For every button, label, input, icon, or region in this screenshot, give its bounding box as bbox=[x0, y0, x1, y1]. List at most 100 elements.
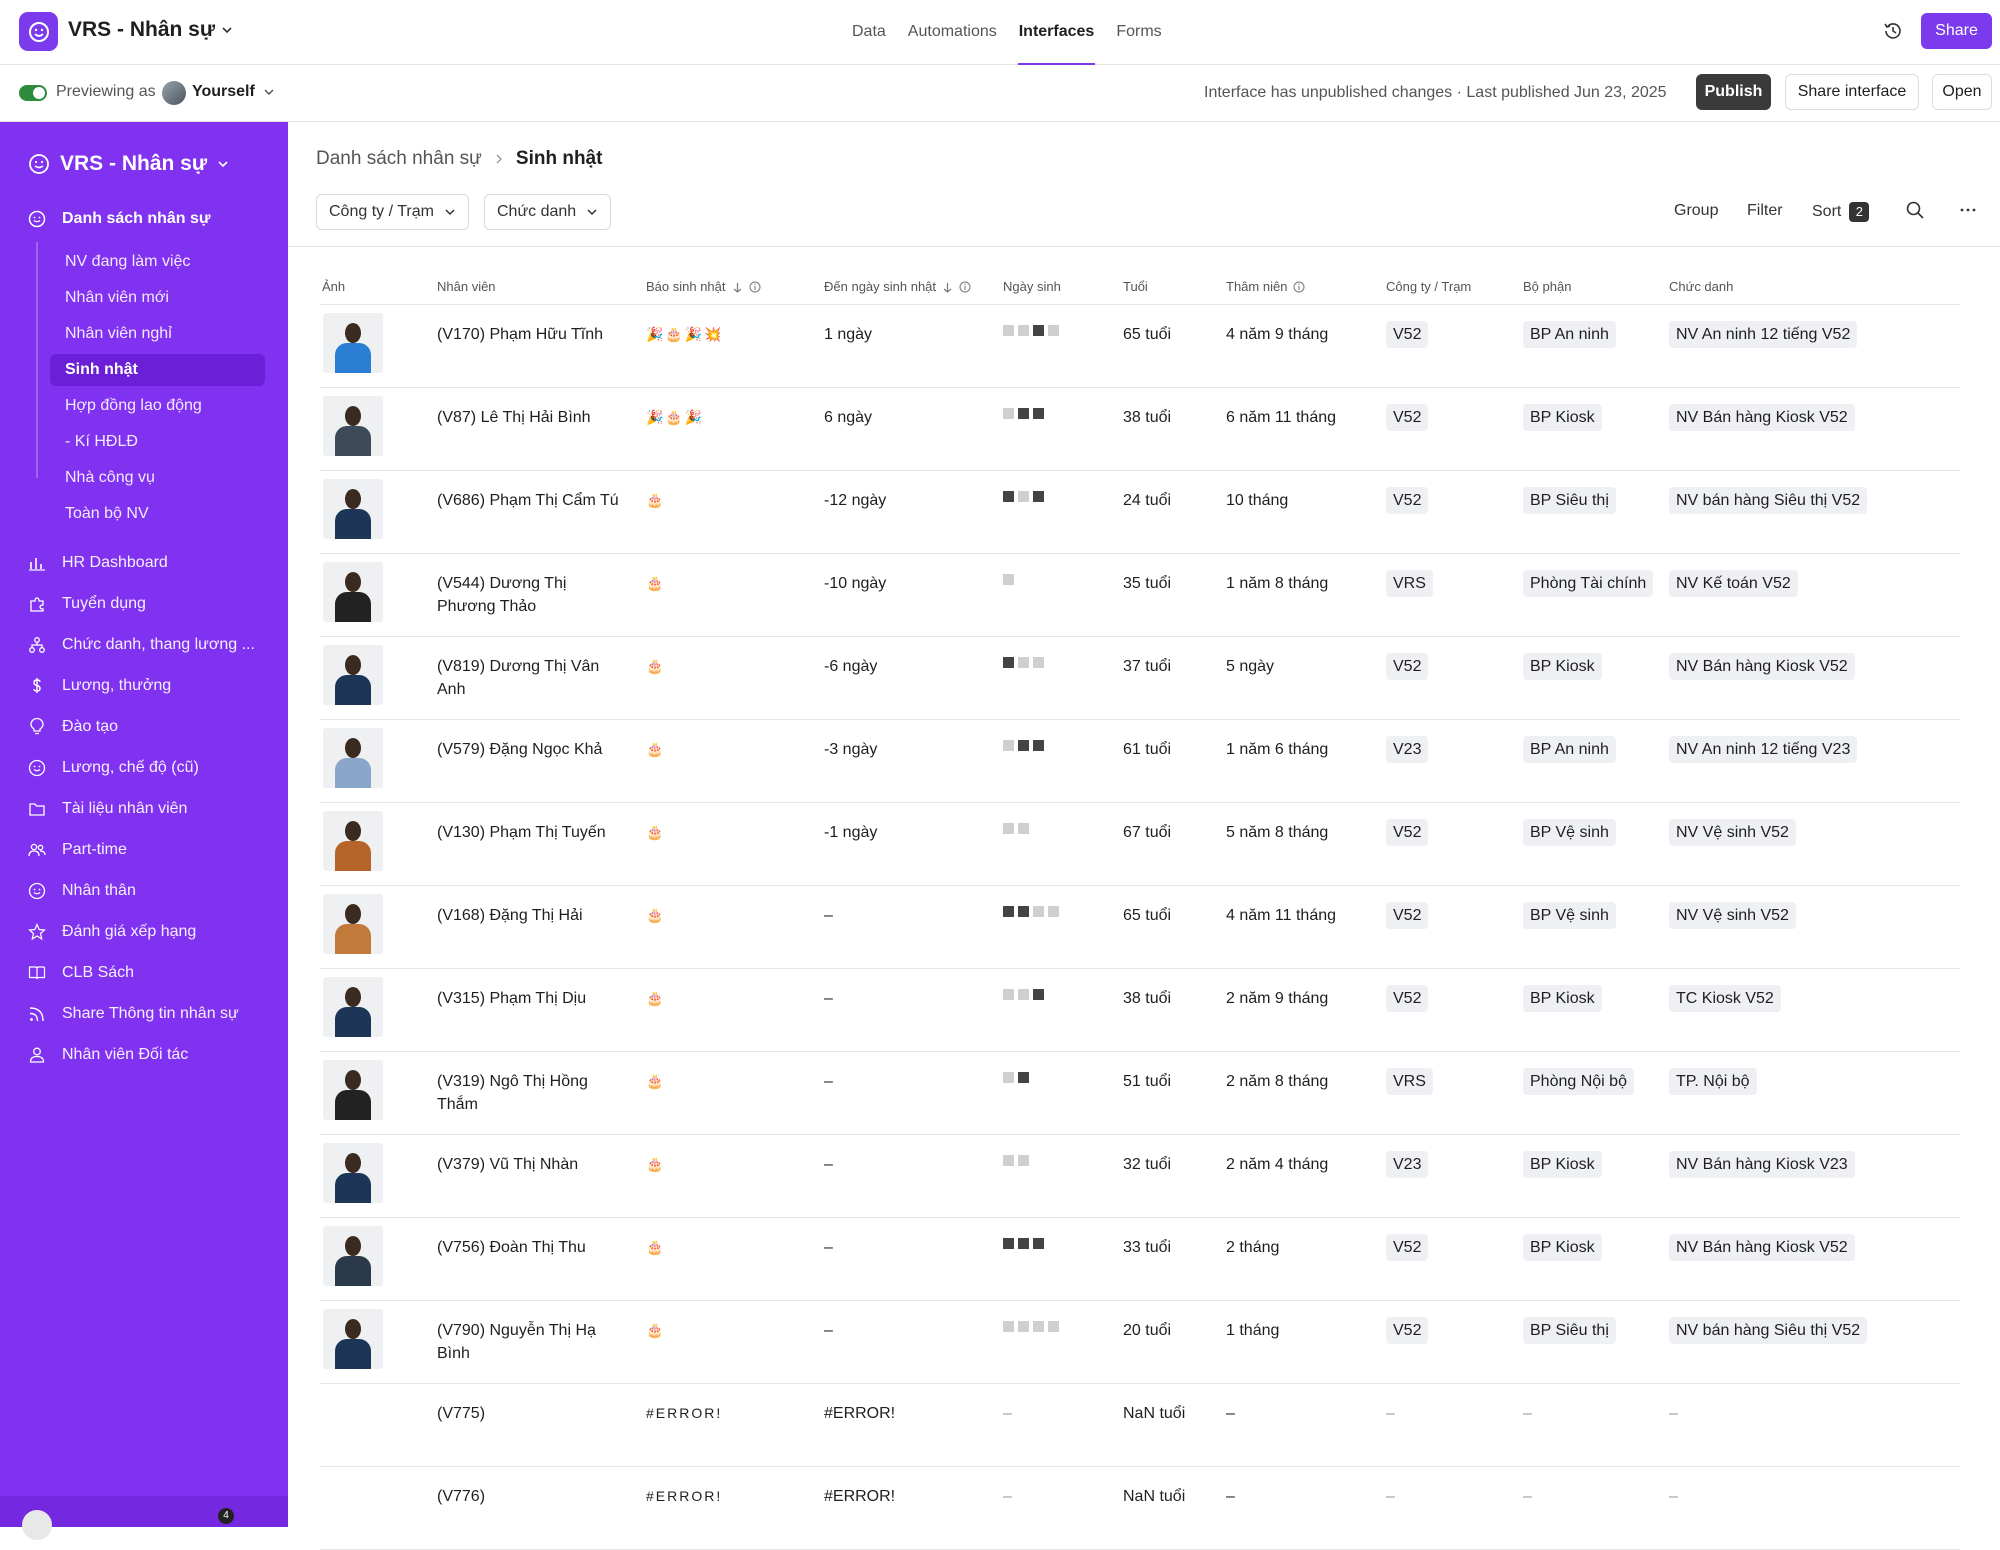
info-icon bbox=[1293, 281, 1305, 293]
table-row[interactable]: (V756) Đoàn Thị Thu 🎂 – 33 tuổi 2 tháng V52 BP… bbox=[320, 1218, 1960, 1301]
sort-button[interactable]: Sort 2 bbox=[1812, 202, 1870, 222]
app-logo-icon[interactable] bbox=[19, 12, 58, 51]
birthday-alert: 🎂 bbox=[646, 907, 666, 923]
preview-user-select[interactable]: Yourself bbox=[192, 83, 275, 101]
filter-label: Công ty / Trạm bbox=[329, 203, 434, 220]
sidebar-item-10[interactable]: CLB Sách bbox=[28, 964, 134, 982]
column-header-label: Đến ngày sinh nhật bbox=[824, 279, 937, 294]
photo-body bbox=[335, 1256, 371, 1286]
column-header-tuoi[interactable]: Tuổi bbox=[1123, 269, 1148, 305]
column-header-anh[interactable]: Ảnh bbox=[322, 269, 345, 305]
employee-name: (V544) Dương Thị Phương Thảo bbox=[437, 575, 567, 615]
table-row[interactable]: (V319) Ngô Thị Hồng Thắm 🎂 – 51 tuổi 2 năm 8… bbox=[320, 1052, 1960, 1135]
sidebar-app-title[interactable]: VRS - Nhân sự bbox=[28, 152, 229, 176]
sidebar-item-1[interactable]: Tuyển dụng bbox=[28, 595, 146, 613]
company-station: V52 bbox=[1386, 819, 1429, 846]
employee-photo bbox=[323, 977, 383, 1037]
department-tag: BP Kiosk bbox=[1523, 653, 1602, 680]
sidebar-item-toan-bo-nv[interactable]: Toàn bộ NV bbox=[65, 505, 149, 522]
smiley-icon bbox=[28, 759, 46, 777]
column-header-cong-ty-tram[interactable]: Công ty / Trạm bbox=[1386, 269, 1471, 305]
column-header-chuc-danh[interactable]: Chức danh bbox=[1669, 269, 1733, 305]
table-row[interactable]: (V87) Lê Thị Hải Bình 🎉🎂🎉 6 ngày 38 tuổi 6 n… bbox=[320, 388, 1960, 471]
sidebar-item-9[interactable]: Đánh giá xếp hạng bbox=[28, 923, 196, 941]
sidebar-item-11[interactable]: Share Thông tin nhân sự bbox=[28, 1005, 239, 1023]
birthday-alert: 🎉🎂🎉💥 bbox=[646, 326, 724, 342]
filter-chuc-danh[interactable]: Chức danh bbox=[484, 194, 612, 230]
sidebar-item-nv-dang-lam-viec[interactable]: NV đang làm việc bbox=[65, 253, 191, 270]
sidebar-item-nhan-vien-moi[interactable]: Nhân viên mới bbox=[65, 289, 169, 306]
share-interface-button[interactable]: Share interface bbox=[1785, 74, 1919, 110]
open-button[interactable]: Open bbox=[1932, 74, 1992, 110]
publish-button[interactable]: Publish bbox=[1696, 74, 1771, 110]
table-row[interactable]: (V130) Phạm Thị Tuyến 🎂 -1 ngày 67 tuổi 5 nă… bbox=[320, 803, 1960, 886]
share-button[interactable]: Share bbox=[1921, 13, 1992, 49]
table-row[interactable]: (V579) Đặng Ngọc Khả 🎂 -3 ngày 61 tuổi 1 năm… bbox=[320, 720, 1960, 803]
age: NaN tuổi bbox=[1123, 1405, 1186, 1422]
department-tag: BP Vệ sinh bbox=[1523, 819, 1616, 846]
sidebar-item-5[interactable]: Lương, chế độ (cũ) bbox=[28, 759, 199, 777]
age: NaN tuổi bbox=[1123, 1488, 1186, 1505]
days-to-birthday: – bbox=[824, 1156, 833, 1173]
sidebar-item-7[interactable]: Part-time bbox=[28, 841, 127, 859]
company-station: V52 bbox=[1386, 404, 1429, 431]
tab-automations[interactable]: Automations bbox=[907, 23, 997, 40]
more-icon[interactable] bbox=[1958, 200, 1978, 225]
sidebar-item-6[interactable]: Tài liệu nhân viên bbox=[28, 800, 187, 818]
column-header-label: Thâm niên bbox=[1226, 279, 1288, 294]
avatar[interactable] bbox=[22, 1510, 52, 1540]
search-icon[interactable] bbox=[1905, 200, 1925, 225]
employee-photo bbox=[323, 313, 383, 373]
preview-toggle[interactable] bbox=[19, 85, 47, 101]
table-row[interactable]: (V776) #ERROR! #ERROR! – NaN tuổi – – – – bbox=[320, 1467, 1960, 1550]
sidebar-item-3[interactable]: Lương, thưởng bbox=[28, 677, 171, 695]
table-row[interactable]: (V775) #ERROR! #ERROR! – NaN tuổi – – – – bbox=[320, 1384, 1960, 1467]
table-row[interactable]: (V686) Phạm Thị Cẩm Tú 🎂 -12 ngày 24 tuổi 10… bbox=[320, 471, 1960, 554]
filter-cong-ty-tram[interactable]: Công ty / Trạm bbox=[316, 194, 469, 230]
sidebar-item-hop-dong[interactable]: Hợp đồng lao động bbox=[65, 397, 202, 414]
sidebar-item-ki-hdld[interactable]: - Kí HĐLĐ bbox=[65, 433, 138, 450]
sidebar-section-danh-sach[interactable]: Danh sách nhân sự bbox=[28, 210, 211, 228]
notification-badge[interactable]: 4 bbox=[218, 1508, 234, 1524]
sidebar-item-label: Lương, chế độ (cũ) bbox=[62, 759, 199, 776]
tab-interfaces[interactable]: Interfaces bbox=[1017, 0, 1096, 65]
sidebar-item-8[interactable]: Nhân thân bbox=[28, 882, 136, 900]
employee-name: (V87) Lê Thị Hải Bình bbox=[437, 409, 591, 426]
filter-button[interactable]: Filter bbox=[1747, 202, 1783, 219]
seniority: 6 năm 11 tháng bbox=[1226, 409, 1337, 426]
table-row[interactable]: (V170) Phạm Hữu Tĩnh 🎉🎂🎉💥 1 ngày 65 tuổi 4 n… bbox=[320, 305, 1960, 388]
sidebar-item-12[interactable]: Nhân viên Đối tác bbox=[28, 1046, 188, 1064]
job-title: NV An ninh 12 tiếng V23 bbox=[1669, 736, 1858, 763]
company-station-tag: V52 bbox=[1386, 1234, 1429, 1261]
table-row[interactable]: (V168) Đặng Thị Hải 🎂 – 65 tuổi 4 năm 11 thá… bbox=[320, 886, 1960, 969]
employee-name: (V315) Phạm Thị Dịu bbox=[437, 990, 587, 1007]
sidebar-item-nhan-vien-nghi[interactable]: Nhân viên nghỉ bbox=[65, 325, 172, 342]
sidebar-item-0[interactable]: HR Dashboard bbox=[28, 554, 168, 572]
column-header-nhan-vien[interactable]: Nhân viên bbox=[437, 269, 496, 305]
star-icon bbox=[28, 923, 46, 941]
column-header-tham-nien[interactable]: Thâm niên bbox=[1226, 269, 1305, 305]
table-row[interactable]: (V544) Dương Thị Phương Thảo 🎂 -10 ngày 35 … bbox=[320, 554, 1960, 637]
group-button[interactable]: Group bbox=[1674, 202, 1719, 219]
sidebar-item-label: Nhân thân bbox=[62, 882, 136, 899]
table-row[interactable]: (V790) Nguyễn Thị Hạ Bình 🎂 – 20 tuổi 1 thán… bbox=[320, 1301, 1960, 1384]
tab-forms[interactable]: Forms bbox=[1116, 23, 1162, 40]
tab-data[interactable]: Data bbox=[852, 23, 886, 40]
chevron-right-icon bbox=[496, 154, 502, 164]
history-icon[interactable] bbox=[1882, 20, 1904, 47]
table-row[interactable]: (V315) Phạm Thị Dịu 🎂 – 38 tuổi 2 năm 9 thán… bbox=[320, 969, 1960, 1052]
column-header-bo-phan[interactable]: Bộ phận bbox=[1523, 269, 1571, 305]
column-header-bao-sinh-nhat[interactable]: Báo sinh nhật bbox=[646, 269, 761, 305]
app-title[interactable]: VRS - Nhân sự bbox=[68, 18, 233, 42]
company-station-tag: V52 bbox=[1386, 819, 1429, 846]
column-header-ngay-sinh[interactable]: Ngày sinh bbox=[1003, 269, 1061, 305]
sidebar-item-nha-cong-vu[interactable]: Nhà công vụ bbox=[65, 469, 155, 486]
table-row[interactable]: (V379) Vũ Thị Nhàn 🎂 – 32 tuổi 2 năm 4 tháng… bbox=[320, 1135, 1960, 1218]
sidebar-item-sinh-nhat[interactable]: Sinh nhật bbox=[50, 354, 265, 386]
table-row[interactable]: (V819) Dương Thị Vân Anh 🎂 -6 ngày 37 tuổi 5… bbox=[320, 637, 1960, 720]
breadcrumb-parent[interactable]: Danh sách nhân sự bbox=[316, 148, 482, 169]
sidebar-item-4[interactable]: Đào tạo bbox=[28, 718, 118, 736]
department-tag: BP Siêu thị bbox=[1523, 487, 1616, 514]
column-header-den-ngay-sinh-nhat[interactable]: Đến ngày sinh nhật bbox=[824, 269, 971, 305]
sidebar-item-2[interactable]: Chức danh, thang lương ... bbox=[28, 636, 255, 654]
